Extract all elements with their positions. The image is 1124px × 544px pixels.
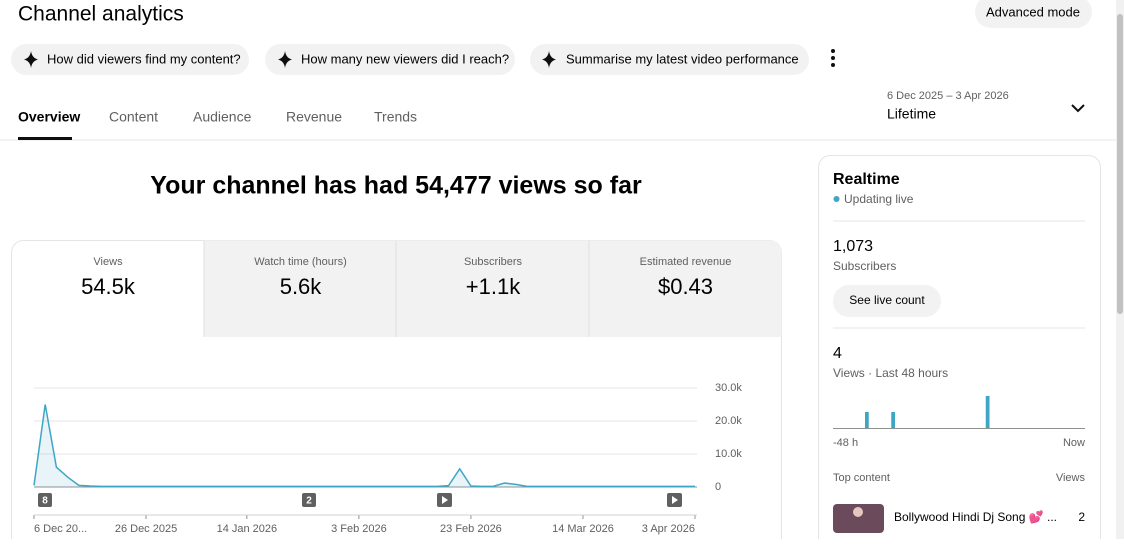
marker-label: 2 (306, 496, 312, 507)
advanced-mode-button[interactable] (975, 0, 1092, 28)
metric-value: +1.1k (466, 274, 521, 299)
realtime-bar (865, 412, 869, 428)
y-tick-label: 20.0k (715, 415, 742, 427)
date-period[interactable]: Lifetime (887, 106, 936, 122)
tab[interactable]: Content (109, 109, 158, 125)
prompt-chip[interactable] (11, 44, 249, 75)
date-range[interactable]: 6 Dec 2025 – 3 Apr 2026 (887, 90, 1009, 102)
advanced-mode-label: Advanced mode (986, 4, 1080, 19)
metric-label: Views (93, 256, 123, 268)
headline: Your channel has had 54,477 views so far (150, 172, 642, 200)
metric-label: Watch time (hours) (254, 256, 347, 268)
chart-marker-icons (437, 493, 682, 507)
x-tick-label: 14 Jan 2026 (217, 523, 278, 535)
metric-tabs-bg (204, 240, 782, 337)
bars-start: -48 h (833, 437, 858, 449)
sparkle-icons (24, 49, 835, 68)
views-count: 4 (833, 345, 842, 362)
x-tick-label: 23 Feb 2026 (440, 523, 502, 535)
top-content-views-label: Views (1056, 472, 1086, 484)
views-line (33, 404, 695, 488)
top-content-title: Top content (833, 472, 890, 484)
marker-box (38, 493, 52, 507)
metric-label: Estimated revenue (640, 256, 732, 268)
metric-tiles: Views 54.5k Watch time (hours) 5.6k Subscrib… (81, 256, 731, 299)
prompt-chip[interactable] (530, 44, 809, 75)
live-count-label: See live count (849, 293, 925, 307)
realtime-bar (985, 396, 990, 428)
realtime-bars (865, 396, 990, 428)
realtime-card (818, 155, 1101, 544)
prompt-chip[interactable] (265, 44, 515, 75)
dropdown-chevron[interactable] (1071, 104, 1085, 113)
tab[interactable]: Trends (374, 109, 417, 125)
tab[interactable]: Revenue (286, 109, 342, 125)
y-tick-label: 30.0k (715, 382, 742, 394)
live-dot (833, 196, 840, 202)
bars-end: Now (1063, 437, 1085, 449)
video-views: 2 (1078, 510, 1085, 524)
views-label: Views · Last 48 hours (833, 366, 948, 380)
prompt-text: How many new viewers did I reach? (301, 51, 509, 66)
tab[interactable]: Overview (18, 109, 80, 125)
realtime-title: Realtime (833, 171, 900, 188)
page-title: Channel analytics (18, 3, 184, 26)
tab-underline (18, 137, 72, 140)
subscriber-count: 1,073 (833, 238, 873, 255)
marker-label: 8 (42, 496, 48, 507)
y-tick-label: 0 (715, 481, 721, 493)
views-chart: 0 10.0k 20.0k 30.0k 6 Dec 20... 26 Dec 2025 14… (33, 382, 742, 535)
marker-box (302, 493, 316, 507)
realtime-status: Updating live (844, 192, 914, 206)
x-tick-label: 6 Dec 20... (34, 523, 87, 535)
prompt-text: Summarise my latest video performance (566, 51, 799, 66)
prompt-text: How did viewers find my content? (47, 51, 241, 66)
subscriber-label: Subscribers (833, 259, 896, 273)
x-tick-label: 3 Feb 2026 (331, 523, 387, 535)
realtime-bar (891, 412, 895, 428)
tab[interactable]: Audience (193, 109, 252, 125)
x-tick-label: 3 Apr 2026 (642, 523, 695, 535)
metric-label: Subscribers (464, 256, 523, 268)
thumbnail-detail (853, 507, 863, 517)
metric-value: $0.43 (658, 274, 713, 299)
metric-value: 54.5k (81, 274, 136, 299)
video-title[interactable]: Bollywood Hindi Dj Song 💕 ... (894, 510, 1057, 524)
video-thumbnail[interactable] (833, 504, 884, 533)
scroll-thumb[interactable] (1117, 14, 1123, 314)
x-tick-label: 26 Dec 2025 (115, 523, 177, 535)
live-count-button[interactable] (833, 285, 941, 317)
x-tick-label: 14 Mar 2026 (552, 523, 614, 535)
y-tick-label: 10.0k (715, 448, 742, 460)
metric-value: 5.6k (280, 274, 323, 299)
